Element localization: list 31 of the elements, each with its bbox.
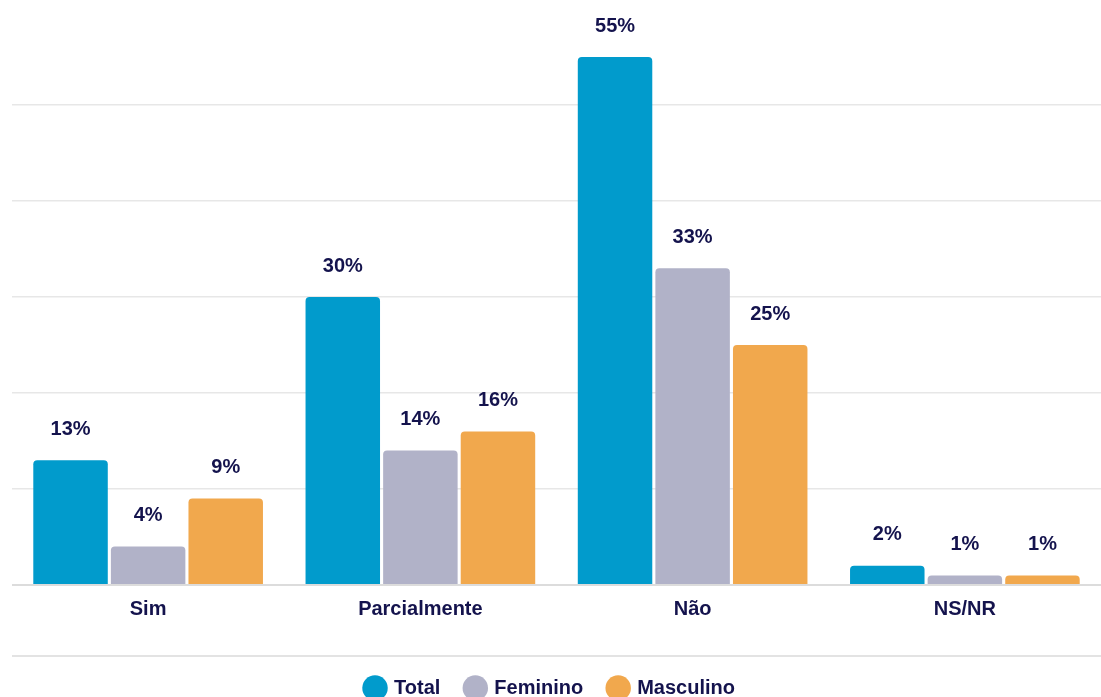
- legend-label: Masculino: [637, 675, 735, 697]
- bar: [732, 345, 808, 584]
- data-label: 1%: [950, 531, 980, 554]
- data-label: 14%: [400, 407, 441, 430]
- bar: [33, 460, 108, 584]
- data-label: 30%: [322, 253, 364, 276]
- bar: [1005, 575, 1080, 584]
- x-tick-label: Sim: [129, 596, 167, 619]
- bar: [460, 431, 536, 584]
- bar: [927, 575, 1003, 584]
- data-label: 13%: [50, 416, 91, 439]
- data-label: 2%: [872, 522, 902, 545]
- bar: [305, 297, 381, 584]
- bar: [577, 57, 653, 584]
- data-label: 4%: [133, 503, 163, 526]
- data-label: 25%: [750, 301, 791, 324]
- x-tick-label: NS/NR: [933, 596, 997, 619]
- bar: [110, 546, 186, 584]
- data-label: 55%: [595, 13, 636, 36]
- bar: [383, 450, 458, 584]
- data-label: 9%: [211, 455, 241, 478]
- bar: [850, 565, 925, 584]
- legend-label: Feminino: [494, 675, 584, 697]
- data-label: 1%: [1028, 531, 1058, 554]
- x-tick-label: Não: [673, 596, 712, 619]
- x-tick-label: Parcialmente: [358, 596, 483, 619]
- legend-label: Total: [394, 675, 441, 697]
- bar: [188, 498, 263, 584]
- data-label: 16%: [477, 387, 519, 410]
- data-label: 33%: [672, 224, 713, 247]
- bar: [655, 268, 730, 584]
